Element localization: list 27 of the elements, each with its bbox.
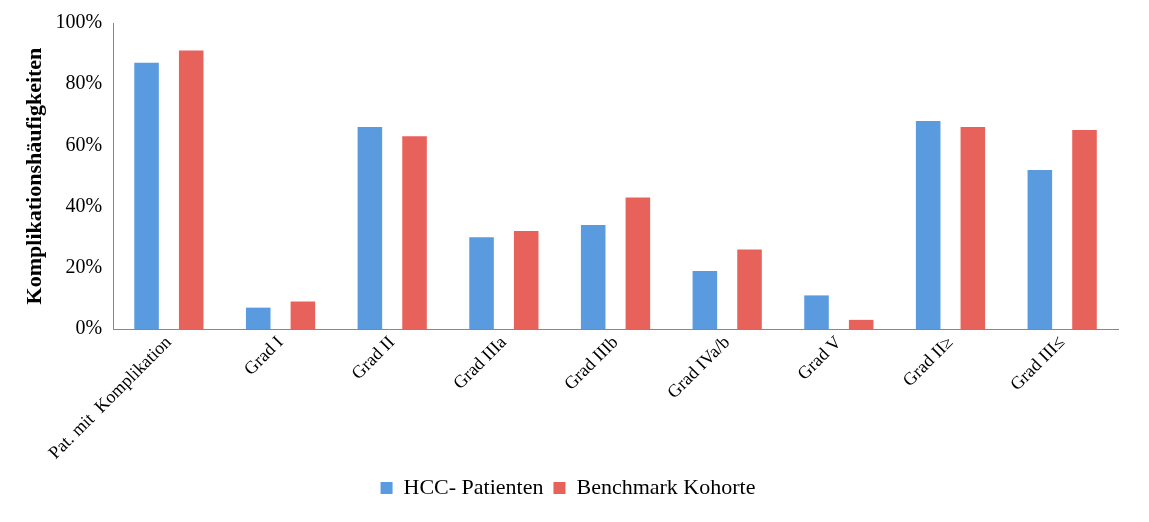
y-axis-title: Komplikationshäufigkeiten [20,47,46,305]
bar [804,295,829,330]
bar [290,301,316,330]
y-tick-label: 60% [65,132,103,155]
bar [692,270,718,330]
bar [625,197,651,330]
bar [848,319,874,330]
bar [960,127,986,330]
bar [245,307,271,330]
bar [134,62,159,330]
bar [469,237,494,330]
bar [1027,169,1053,330]
y-tick-label: 80% [65,71,103,94]
legend-label: Benchmark Kohorte [576,473,756,499]
y-tick-label: 40% [65,193,103,216]
y-tick-label: 20% [65,255,103,278]
bar [737,249,762,330]
bar [580,225,606,330]
y-tick-label: 0% [75,316,103,339]
bar [402,136,427,330]
bar [513,231,539,330]
y-tick-label: 100% [55,10,103,33]
bar [915,120,941,330]
bar [178,50,204,330]
bar [1072,130,1097,330]
bar [357,127,383,330]
legend-label: HCC- Patienten [403,473,544,499]
